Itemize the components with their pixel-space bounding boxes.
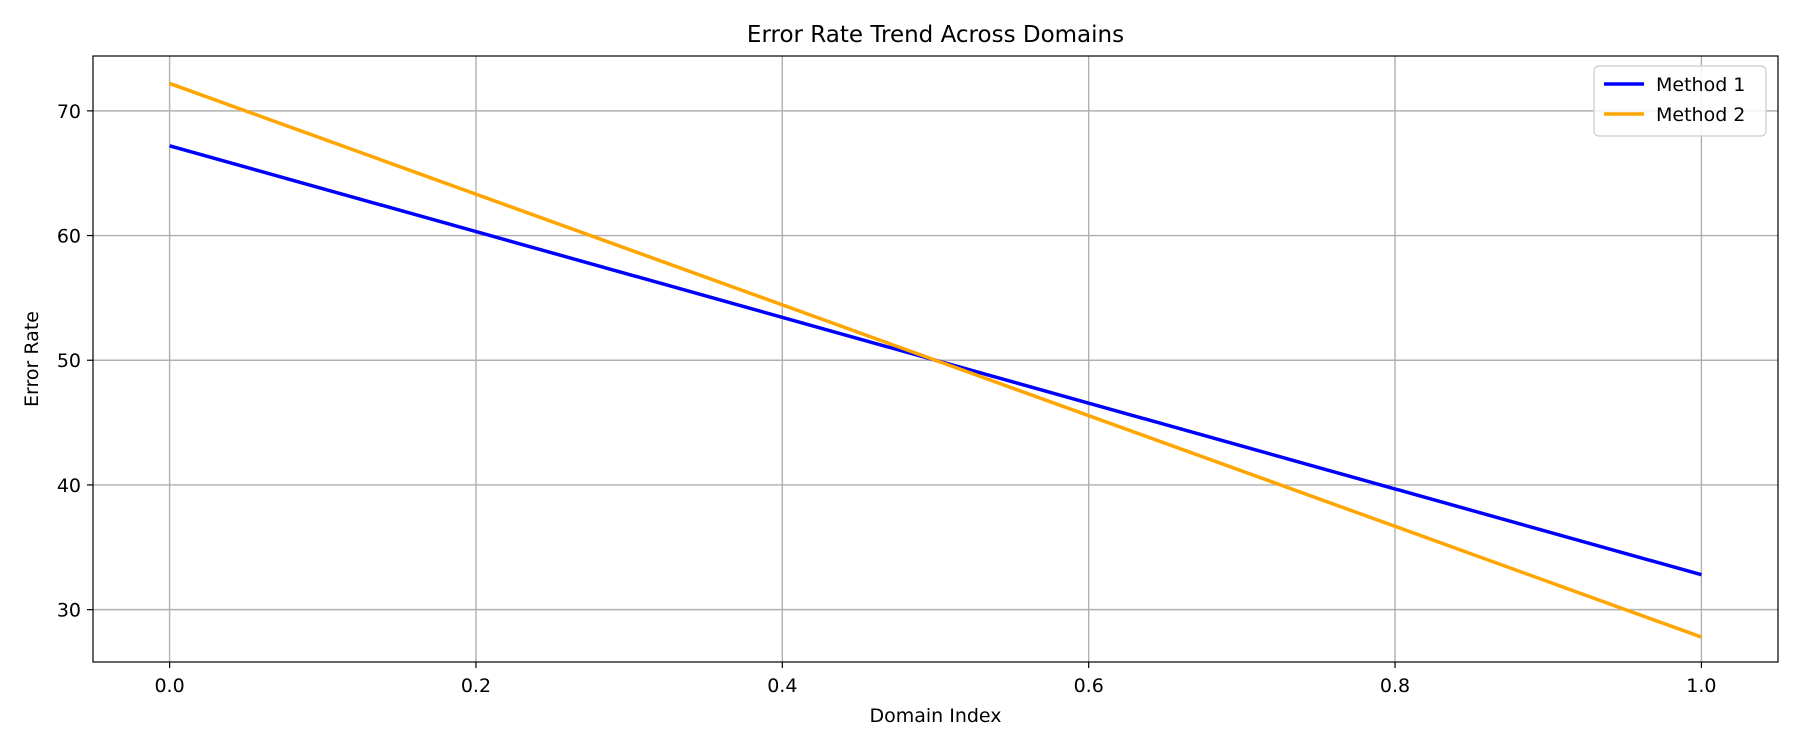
x-tick-label: 0.6 <box>1074 675 1104 697</box>
x-tick-label: 1.0 <box>1686 675 1716 697</box>
y-tick-label: 30 <box>57 600 81 622</box>
x-tick-label: 0.4 <box>767 675 797 697</box>
series-group <box>168 81 1703 639</box>
y-tick-label: 70 <box>57 101 81 123</box>
y-tick-label: 60 <box>57 226 81 248</box>
legend-label: Method 2 <box>1656 104 1745 126</box>
ticks: 0.0 0.2 0.4 0.6 0.8 1.0 30 40 50 60 70 <box>57 101 1717 697</box>
legend-label: Method 1 <box>1656 74 1745 96</box>
x-tick-label: 0.2 <box>461 675 491 697</box>
y-tick-label: 40 <box>57 475 81 497</box>
legend: Method 1 Method 2 <box>1593 65 1767 137</box>
plot-frame <box>92 55 1779 663</box>
x-tick-label: 0.8 <box>1380 675 1410 697</box>
chart-title: Error Rate Trend Across Domains <box>747 22 1124 48</box>
y-tick-label: 50 <box>57 350 81 372</box>
x-tick-label: 0.0 <box>154 675 184 697</box>
x-axis-label: Domain Index <box>869 705 1001 727</box>
y-axis-label: Error Rate <box>21 311 43 407</box>
series-line-2 <box>168 81 1703 639</box>
